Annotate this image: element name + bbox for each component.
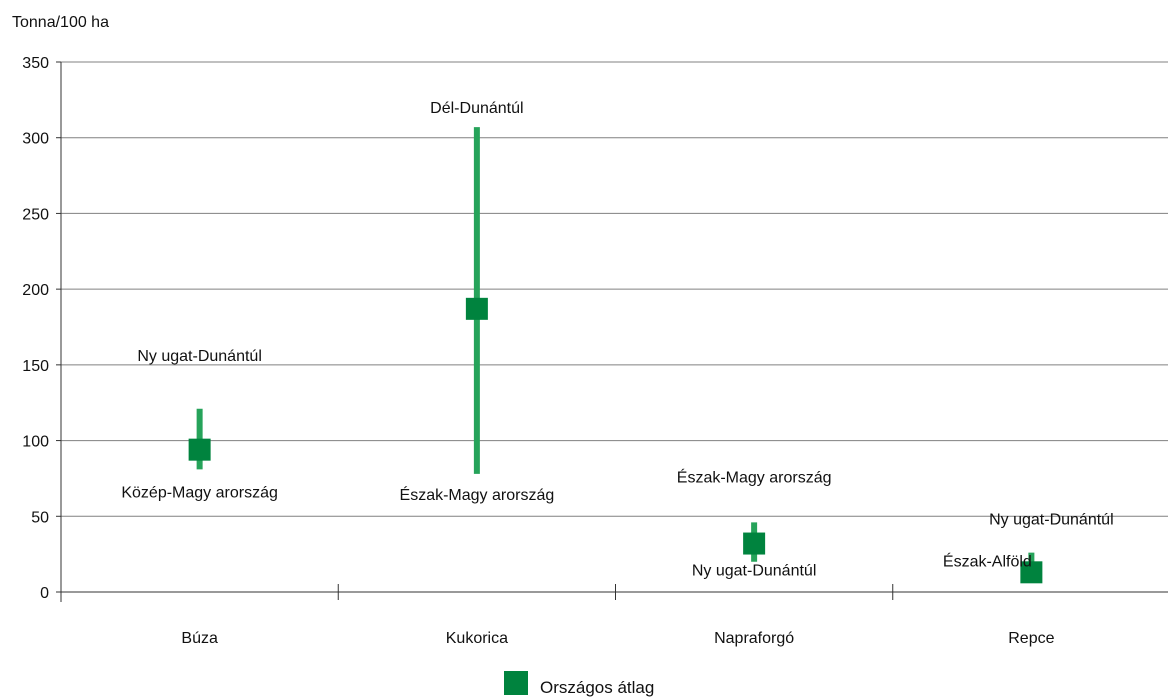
legend-swatch-orszagos-atlag bbox=[504, 671, 528, 695]
average-markers bbox=[188, 297, 1043, 584]
y-tick-label-350: 350 bbox=[22, 55, 49, 72]
range-max-label-1: Ny ugat-Dunántúl bbox=[137, 348, 262, 365]
y-tick-label-200: 200 bbox=[22, 282, 49, 299]
average-marker-3 bbox=[743, 532, 766, 555]
legend-label-orszagos-atlag: Országos átlag bbox=[540, 678, 654, 697]
x-category-label-4: Repce bbox=[1008, 630, 1054, 647]
range-min-label-4: Észak-Alföld bbox=[943, 551, 1032, 570]
legend: Országos átlag bbox=[504, 671, 654, 697]
x-category-label-1: Búza bbox=[181, 630, 218, 647]
range-max-label-4: Ny ugat-Dunántúl bbox=[989, 512, 1114, 529]
grid-lines bbox=[61, 61, 1168, 517]
y-tick-label-100: 100 bbox=[22, 434, 49, 451]
range-min-label-2: Észak-Magy arország bbox=[400, 485, 555, 504]
y-tick-label-250: 250 bbox=[22, 206, 49, 223]
average-marker-4 bbox=[1020, 561, 1043, 584]
y-tick-label-50: 50 bbox=[31, 509, 49, 526]
range-max-label-2: Dél-Dunántúl bbox=[430, 100, 523, 117]
x-category-label-3: Napraforgó bbox=[714, 630, 794, 647]
range-lines bbox=[196, 127, 1035, 579]
average-marker-1 bbox=[188, 438, 211, 461]
range-labels: Ny ugat-Dunántúl Közép-Magy arország Dél-D… bbox=[121, 100, 1113, 580]
range-max-label-3: Észak-Magy arország bbox=[677, 467, 832, 486]
average-marker-2 bbox=[465, 297, 488, 320]
axes: 0 50 100 150 200 250 300 350 Búza Kukorica Naprafo… bbox=[22, 55, 1168, 647]
y-tick-label-150: 150 bbox=[22, 358, 49, 375]
x-category-label-2: Kukorica bbox=[446, 630, 508, 647]
y-tick-label-0: 0 bbox=[40, 585, 49, 602]
range-min-label-1: Közép-Magy arország bbox=[121, 484, 278, 501]
y-tick-label-300: 300 bbox=[22, 131, 49, 148]
range-min-label-3: Ny ugat-Dunántúl bbox=[692, 563, 817, 580]
y-axis-unit-label: Tonna/100 ha bbox=[12, 14, 109, 31]
